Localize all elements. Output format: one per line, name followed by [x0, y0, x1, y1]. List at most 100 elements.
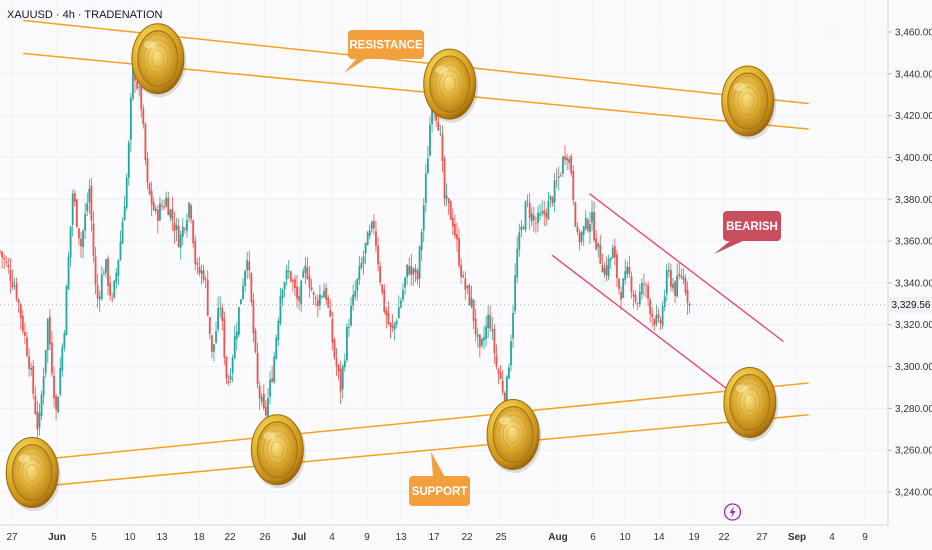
- candle-body: [36, 411, 39, 430]
- candle-body: [215, 331, 217, 343]
- candle-body: [414, 268, 417, 273]
- candle-body: [28, 356, 30, 369]
- candle-body: [356, 279, 359, 291]
- candle-body: [628, 266, 631, 274]
- candle-body: [659, 320, 662, 324]
- candle-body: [140, 86, 143, 110]
- candle-body: [636, 303, 639, 305]
- candle-body: [38, 412, 41, 428]
- support-line[interactable]: [51, 414, 809, 487]
- candle-body: [302, 271, 305, 278]
- candle-body: [206, 279, 209, 316]
- candle-body: [647, 285, 649, 299]
- candle-body: [235, 331, 238, 340]
- candle-body: [630, 276, 633, 293]
- x-tick-label: Jun: [48, 532, 66, 543]
- y-tick-label: 3,360.00: [895, 237, 932, 248]
- candle-body: [53, 375, 55, 399]
- candle-body: [300, 280, 303, 305]
- gold-coin-icon: [5, 437, 61, 512]
- candle-body: [638, 291, 641, 304]
- candle-body: [539, 213, 541, 216]
- time-axis[interactable]: 27 Jun 5 10 13 18 22 26 Jul 4 9 13 17 22 25 Aug 6 10 14 19 2…: [6, 532, 868, 543]
- candle-body: [493, 328, 496, 354]
- candle-body: [601, 265, 604, 273]
- candle-body: [48, 316, 51, 345]
- candle-body: [688, 303, 691, 306]
- candle-body: [69, 226, 72, 258]
- candle-body: [61, 346, 64, 371]
- candle-body: [333, 339, 336, 358]
- candle-body: [204, 278, 207, 280]
- candle-body: [381, 284, 384, 293]
- candle-body: [252, 300, 255, 333]
- x-tick-label: 18: [193, 532, 205, 543]
- candle-body: [377, 245, 379, 265]
- candle-body: [478, 334, 481, 348]
- candle-body: [341, 366, 344, 389]
- candle-body: [217, 308, 220, 330]
- candle-body: [406, 264, 409, 277]
- price-axis[interactable]: 3,240.00 3,260.00 3,280.00 3,300.00 3,320.00…: [888, 28, 932, 499]
- y-tick-label: 3,340.00: [895, 278, 932, 289]
- candle-body: [250, 273, 253, 303]
- candle-body: [269, 379, 271, 397]
- candle-body: [518, 232, 521, 250]
- candle-body: [113, 280, 116, 298]
- candle-body: [508, 367, 510, 379]
- candle-body: [285, 269, 288, 280]
- candle-body: [144, 123, 147, 160]
- candle-body: [566, 157, 568, 161]
- bearish-channel-line[interactable]: [551, 254, 741, 400]
- candle-body: [655, 314, 658, 324]
- candle-body: [75, 199, 78, 228]
- candle-body: [127, 142, 130, 178]
- candle-body: [616, 254, 618, 279]
- candle-body: [138, 86, 141, 88]
- x-tick-label: Aug: [548, 532, 567, 543]
- candle-body: [109, 283, 111, 296]
- candle-body: [429, 124, 431, 156]
- candle-body: [171, 208, 174, 220]
- candle-body: [321, 296, 323, 297]
- candle-body: [572, 171, 575, 201]
- event-marker[interactable]: [723, 503, 742, 521]
- candle-body: [379, 266, 382, 283]
- x-tick-label: 9: [862, 532, 868, 543]
- candle-body: [254, 330, 257, 352]
- candle-body: [593, 212, 595, 241]
- candle-body: [622, 278, 625, 298]
- candle-body: [202, 270, 205, 280]
- candle-body: [431, 104, 433, 125]
- candle-body: [530, 213, 533, 222]
- candle-body: [441, 134, 444, 161]
- candle-body: [535, 222, 537, 224]
- candle-body: [402, 290, 404, 300]
- candle-body: [125, 177, 128, 208]
- y-tick-label: 3,260.00: [895, 446, 932, 457]
- candle-body: [350, 305, 352, 326]
- x-tick-label: 9: [364, 532, 370, 543]
- candle-body: [497, 369, 500, 374]
- candle-body: [175, 224, 178, 230]
- candle-body: [449, 201, 452, 220]
- support-line[interactable]: [51, 382, 809, 460]
- candle-body: [645, 284, 647, 286]
- candle-body: [107, 258, 109, 286]
- candle-body: [634, 295, 637, 302]
- candle-body: [358, 266, 361, 280]
- candle-body: [96, 284, 99, 299]
- candle-body: [273, 356, 276, 383]
- bearish-channel-line[interactable]: [589, 193, 784, 342]
- x-tick-label: 13: [156, 532, 168, 543]
- candle-body: [325, 287, 328, 300]
- candle-body: [294, 279, 296, 289]
- candle-body: [620, 291, 622, 300]
- candle-body: [553, 180, 556, 203]
- candle-body: [562, 156, 564, 174]
- candle-body: [472, 299, 475, 321]
- candle-body: [591, 211, 593, 223]
- candle-body: [24, 332, 26, 336]
- candle-body: [260, 396, 263, 402]
